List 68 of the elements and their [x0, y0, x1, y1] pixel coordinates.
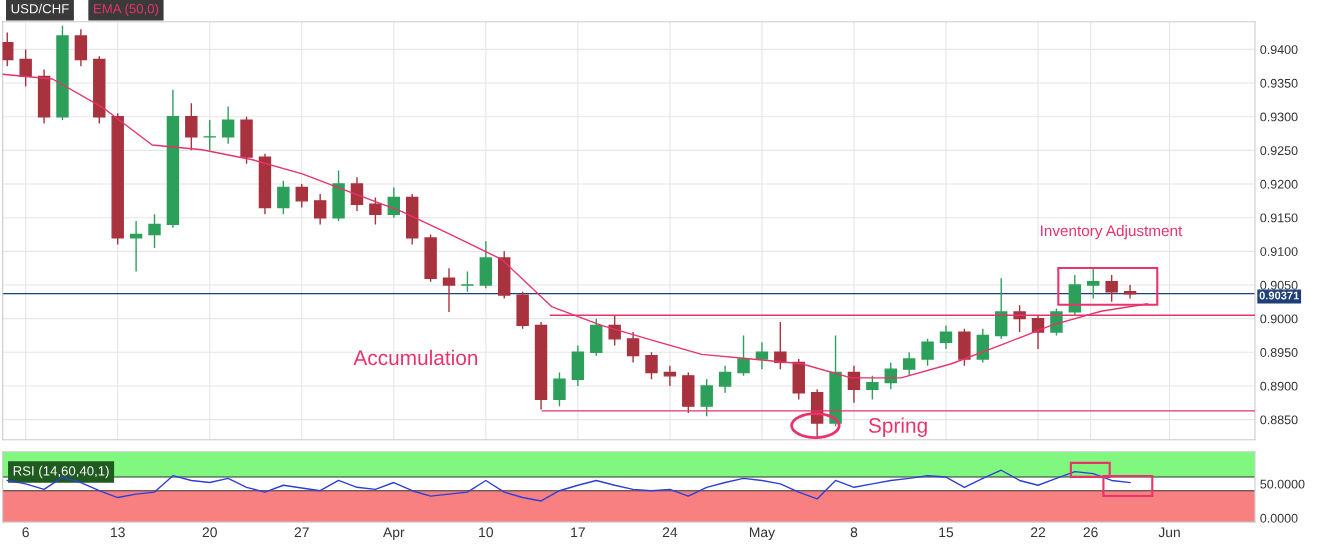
series-label: RSI (14,60,40,1): [13, 465, 109, 479]
y-tick-label: 0.9150: [1260, 213, 1298, 223]
x-tick-label: 22: [1031, 527, 1046, 538]
candlestick: [921, 338, 934, 367]
y-tick-label: 0.9050: [1260, 280, 1298, 290]
x-tick-label: Apr: [383, 527, 405, 540]
candlestick: [369, 196, 382, 226]
y-tick-label: 0.9400: [1260, 45, 1298, 55]
x-tick-label: 15: [939, 527, 954, 538]
x-tick-label: Jun: [1158, 527, 1180, 538]
y-tick-label: 0.8900: [1260, 381, 1298, 391]
candlestick: [1105, 274, 1118, 303]
y-tick-label: 50.0000: [1260, 479, 1305, 489]
y-tick-label: 0.8850: [1260, 415, 1298, 425]
candlestick: [221, 105, 235, 145]
candlestick: [1013, 304, 1026, 333]
annotation: Accumulation: [353, 349, 478, 366]
candlestick: [185, 102, 198, 152]
candlestick: [645, 351, 658, 380]
candlestick: [976, 328, 990, 364]
x-tick-label: 17: [571, 527, 585, 538]
candlestick: [295, 183, 308, 209]
x-tick-label: 27: [294, 527, 309, 538]
ref-line-label: 0.90371: [1259, 291, 1299, 300]
candlestick: [994, 277, 1008, 340]
candlestick: [553, 371, 566, 407]
candlestick: [313, 193, 327, 226]
series-label: USD/CHF: [11, 3, 69, 14]
y-tick-label: 0.9250: [1260, 146, 1298, 156]
candlestick: [442, 267, 456, 313]
candlestick: [129, 220, 143, 273]
x-tick-label: 8: [850, 527, 858, 538]
candlestick: [148, 213, 161, 249]
annotation: Spring: [868, 417, 927, 437]
candlestick: [700, 378, 713, 417]
text: EMA (50,0): [94, 3, 159, 16]
candlestick: [902, 351, 916, 377]
candlestick: [1123, 284, 1137, 300]
y-tick-label: 0.9100: [1260, 247, 1298, 256]
candlestick: [663, 365, 677, 387]
candlestick: [866, 375, 879, 401]
y-tick-label: 0.9200: [1260, 179, 1298, 189]
y-tick-label: 0.9000: [1260, 314, 1298, 324]
x-tick-label: 10: [479, 527, 494, 538]
candlestick: [74, 28, 88, 67]
candlestick: [203, 119, 216, 152]
candlestick: [350, 176, 364, 212]
y-tick-label: 0.0000: [1260, 513, 1298, 523]
x-tick-label: 24: [662, 527, 678, 538]
candlestick: [626, 331, 640, 364]
candlestick: [737, 334, 750, 377]
candlestick: [461, 270, 474, 293]
y-tick-label: 0.8950: [1260, 348, 1298, 357]
candlestick: [2, 31, 14, 67]
annotation: Inventory Adjustment: [1041, 224, 1183, 240]
x-tick-label: 26: [1083, 527, 1098, 538]
candlestick: [1087, 267, 1100, 300]
candlestick: [608, 314, 621, 347]
y-tick-label: 0.9300: [1260, 112, 1298, 122]
y-tick-label: 0.9350: [1260, 78, 1298, 88]
candlestick: [19, 48, 32, 88]
candlestick: [939, 324, 953, 350]
x-tick-label: 20: [202, 527, 217, 538]
candlestick: [277, 179, 290, 216]
x-tick-label: 6: [22, 527, 29, 538]
x-tick-label: May: [749, 527, 776, 540]
candlestick: [718, 365, 732, 394]
x-tick-label: 13: [111, 527, 125, 538]
